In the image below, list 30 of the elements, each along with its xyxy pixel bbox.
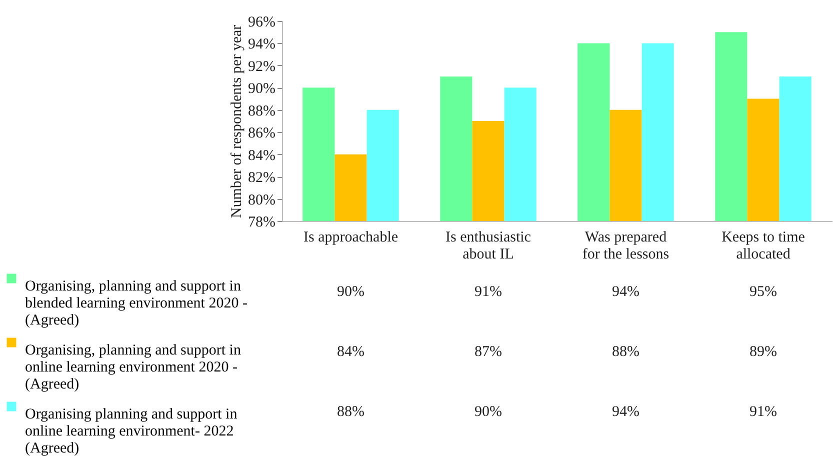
data-label: 94% [612, 404, 640, 420]
y-tick-label: 78% [248, 214, 276, 230]
legend-label: Organising planning and support in online learning environment- 2022 (Agreed) [25, 406, 238, 456]
data-label: 94% [612, 284, 640, 300]
y-tick-label: 88% [248, 103, 276, 120]
x-tick-label: Is approachable [303, 230, 398, 246]
data-label: 87% [474, 344, 502, 360]
y-tick-label: 80% [248, 192, 276, 208]
y-axis-title: Number of respondents per year [229, 24, 246, 218]
y-tick-label: 84% [248, 148, 276, 164]
data-label: 90% [337, 284, 364, 300]
y-tick-label: 90% [248, 81, 276, 98]
y-tick-label: 82% [248, 170, 276, 186]
legend-label: Organising, planning and support in online learning environment 2020 - (Agreed) [25, 342, 242, 392]
data-label: 95% [750, 284, 777, 300]
legend-label: Organising, planning and support in blended learning environment 2020 - (Agreed) [25, 278, 248, 328]
data-label: 90% [474, 404, 502, 420]
data-label: 88% [337, 404, 364, 420]
x-tick-label: Keeps to time allocated [722, 230, 806, 262]
data-label: 84% [337, 344, 364, 360]
y-tick-label: 86% [248, 126, 276, 142]
x-tick-label: Was prepared for the lessons [582, 230, 670, 262]
data-label: 89% [750, 344, 777, 360]
y-tick-label: 94% [248, 36, 276, 53]
data-label: 91% [750, 404, 777, 420]
y-tick-label: 92% [248, 58, 276, 75]
data-label: 88% [612, 344, 640, 360]
x-tick-label: Is enthusiastic about IL [446, 230, 532, 262]
data-label: 91% [474, 284, 502, 300]
y-tick-label: 96% [248, 14, 276, 30]
